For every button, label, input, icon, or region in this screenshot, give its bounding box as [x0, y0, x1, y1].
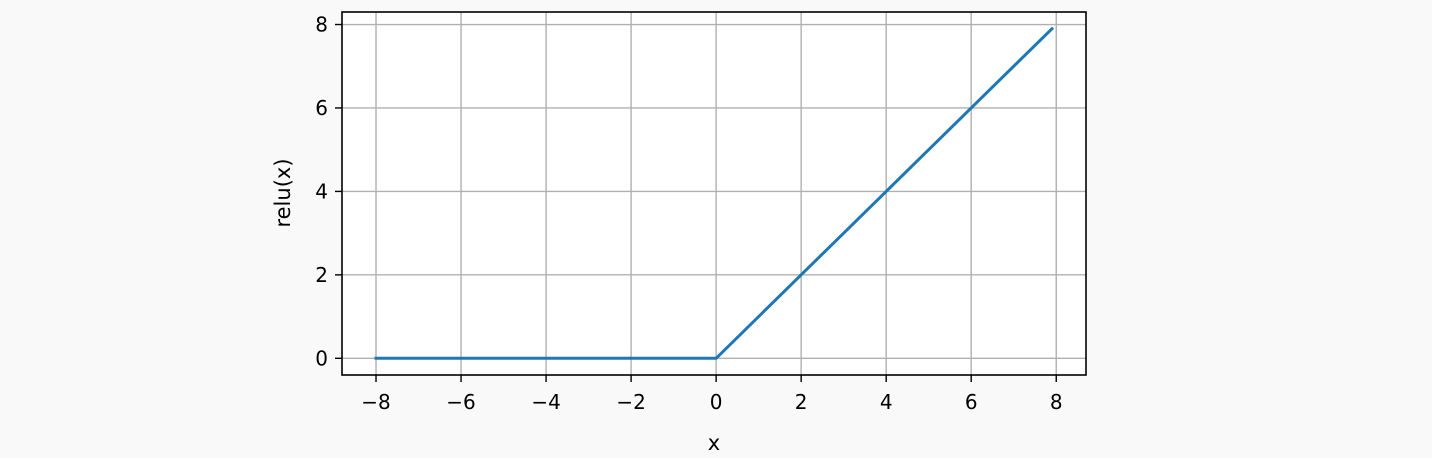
y-tick-label: 6 — [315, 96, 328, 120]
x-tick-label: 2 — [795, 390, 808, 414]
plot-area — [342, 12, 1086, 375]
y-tick-label: 4 — [315, 179, 328, 203]
relu-series-line — [374, 26, 1055, 360]
y-tick-label: 0 — [315, 346, 328, 370]
x-axis-label: x — [708, 431, 720, 455]
plot-frame — [341, 11, 1087, 376]
x-tick-label: 0 — [710, 390, 723, 414]
x-tick-label: −6 — [446, 390, 475, 414]
x-tick-label: −8 — [361, 390, 390, 414]
y-tick-label: 2 — [315, 263, 328, 287]
x-tick-label: 8 — [1050, 390, 1063, 414]
x-tick-label: −2 — [616, 390, 645, 414]
x-tick-label: 4 — [880, 390, 893, 414]
y-tick-label: 8 — [315, 13, 328, 37]
x-tick-label: 6 — [965, 390, 978, 414]
x-tick-label: −4 — [531, 390, 560, 414]
series-layer — [374, 26, 1055, 360]
ticks: −8 −6 −4 −2 0 2 4 6 8 0 2 4 6 8 — [315, 13, 1062, 414]
y-axis-label: relu(x) — [271, 158, 295, 227]
grid — [342, 12, 1086, 375]
